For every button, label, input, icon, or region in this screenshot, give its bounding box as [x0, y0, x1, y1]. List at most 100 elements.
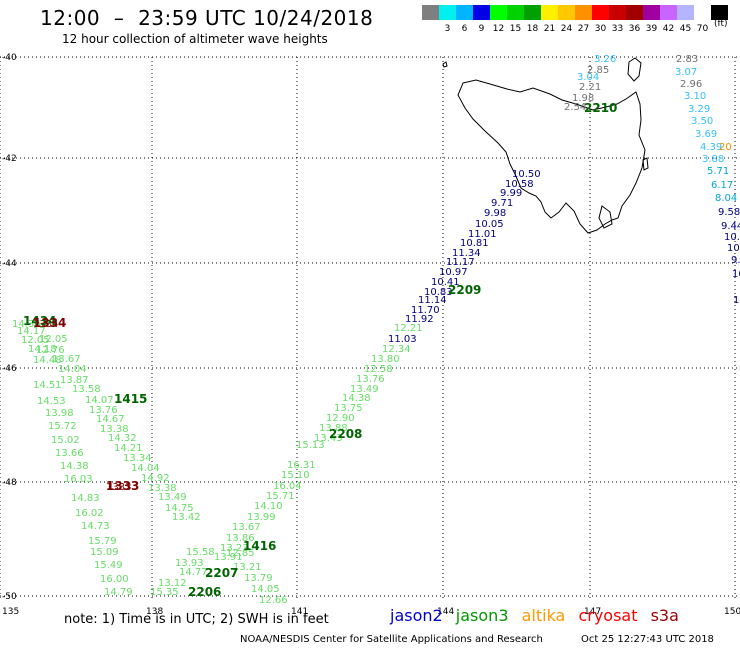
wave-height-value: 1.98	[572, 93, 594, 104]
wave-height-value: 14.53	[37, 396, 66, 407]
wave-height-value: 11.92	[405, 314, 434, 325]
legend-jason2: jason2	[390, 606, 443, 625]
wave-height-value: 13.23	[220, 543, 249, 554]
wave-height-value: 2.85	[587, 65, 609, 76]
altimeter-tracks: 10.5010.589.999.719.9810.0511.0110.8111.…	[12, 54, 740, 606]
wave-height-value: 3.69	[695, 129, 717, 140]
pass-time-label: 1434	[23, 314, 56, 328]
scale-swatch	[507, 5, 524, 20]
legend-s3a: s3a	[650, 606, 679, 625]
wave-height-value: 16.04	[273, 481, 302, 492]
wave-height-value: 14.18	[28, 344, 57, 355]
wave-height-value: 12.90	[326, 413, 355, 424]
wave-height-value: 2.21	[579, 82, 601, 93]
scale-label: 39	[645, 24, 658, 34]
wave-height-value: 11.70	[411, 305, 440, 316]
wave-height-value: 9.58	[718, 207, 740, 218]
wave-height-value: 14.32	[108, 433, 137, 444]
flinders-island	[627, 57, 642, 82]
wave-height-value: 10.05	[475, 219, 504, 230]
wave-height-value: 16.00	[100, 574, 129, 585]
footnote: note: 1) Time is in UTC; 2) SWH is in fe…	[64, 612, 329, 627]
lon-label: 141	[291, 607, 308, 617]
lat-lon-grid	[0, 56, 740, 600]
wave-height-value: 13.49	[158, 492, 187, 503]
wave-height-value: 12.58	[364, 364, 393, 375]
scale-swatch	[473, 5, 490, 20]
satellite-legend: jason2 jason3 altika cryosat s3a	[390, 606, 687, 625]
wave-height-value: 10.41	[431, 277, 460, 288]
wave-height-value: 14.38	[60, 461, 89, 472]
lat-label: -46	[2, 364, 17, 374]
wave-height-value: 14.36	[12, 319, 41, 330]
wave-height-value: 13.42	[172, 512, 201, 523]
wave-height-value: 14.10	[254, 501, 283, 512]
wave-height-value: 14.04	[131, 463, 160, 474]
lon-label: 147	[584, 607, 601, 617]
wave-height-value: 14.17	[17, 326, 46, 337]
scale-swatch	[643, 5, 660, 20]
pass-time-label: 1416	[243, 539, 276, 553]
pass-time-label: 2209	[448, 283, 481, 297]
lat-label: -40	[2, 53, 17, 63]
wave-height-value: 14.73	[81, 521, 110, 532]
scale-swatch	[456, 5, 473, 20]
credit-text: NOAA/NESDIS Center for Satellite Applica…	[240, 634, 543, 645]
wave-height-value: 9.71	[731, 255, 740, 266]
wave-height-value: 12.76	[36, 345, 65, 356]
wave-height-value: 13.66	[55, 448, 84, 459]
wave-height-value: 14.04	[58, 364, 87, 375]
wave-height-value: 12.05	[39, 334, 68, 345]
wave-height-value: 10.83	[424, 287, 453, 298]
wave-height-value: 10.81	[460, 238, 489, 249]
pass-time-label: 2207	[205, 566, 238, 580]
wave-height-value: 14.07	[85, 395, 114, 406]
wave-height-value: 10.97	[439, 267, 468, 278]
legend-altika: altika	[521, 606, 566, 625]
wave-height-value: 14.38	[342, 393, 371, 404]
wave-height-value: 13.34	[123, 453, 152, 464]
lat-label: -42	[2, 154, 17, 164]
lon-label: 150	[724, 607, 740, 617]
wave-height-value: 15.72	[48, 421, 77, 432]
scale-swatch	[575, 5, 592, 20]
wave-height-value: 1333	[106, 482, 131, 493]
scale-label: 3	[444, 24, 451, 34]
scale-swatch	[541, 5, 558, 20]
scale-swatch	[490, 5, 507, 20]
wave-height-value: 9.98	[484, 208, 506, 219]
wave-height-value: 13.75	[334, 403, 363, 414]
wave-height-value: 16.02	[75, 508, 104, 519]
wave-height-value: 13.93	[175, 558, 204, 569]
wave-height-value: 10.58	[505, 179, 534, 190]
scale-label: 45	[679, 24, 692, 34]
wave-height-value: 1334	[33, 319, 58, 330]
wave-height-value: 11.03	[388, 334, 417, 345]
wave-height-value: 13.38	[100, 424, 129, 435]
lon-label: 144	[437, 607, 454, 617]
wave-height-value: 2.83	[676, 54, 698, 65]
wave-height-value: 12.66	[259, 595, 288, 606]
wave-height-value: 14.77	[179, 567, 208, 578]
pass-time-label: 1333	[106, 479, 139, 493]
axis-ticks: -40 -42 -44 -46 -48 -50 135 138 141 144 147 150	[2, 53, 740, 617]
timestamp: Oct 25 12:27:43 UTC 2018	[581, 634, 714, 645]
scale-swatch	[677, 5, 694, 20]
wave-height-value: 11.01	[468, 229, 497, 240]
scale-label: 42	[662, 24, 675, 34]
legend-jason3: jason3	[455, 606, 509, 625]
wave-height-value: 10.50	[512, 169, 541, 180]
wave-height-value: 13.76	[89, 405, 118, 416]
maria-island	[642, 157, 649, 171]
wave-height-value: 3.29	[688, 104, 710, 115]
wave-height-value: 14.21	[114, 443, 143, 454]
wave-height-value: 14.05	[251, 584, 280, 595]
wave-height-value: 13.38	[148, 483, 177, 494]
wave-height-value: 13.58	[72, 384, 101, 395]
scale-swatch	[439, 5, 456, 20]
wave-height-value: 20	[719, 142, 732, 153]
wave-height-value: 13.43	[314, 433, 343, 444]
scale-swatch	[592, 5, 609, 20]
wave-height-value: 5.71	[707, 166, 729, 177]
